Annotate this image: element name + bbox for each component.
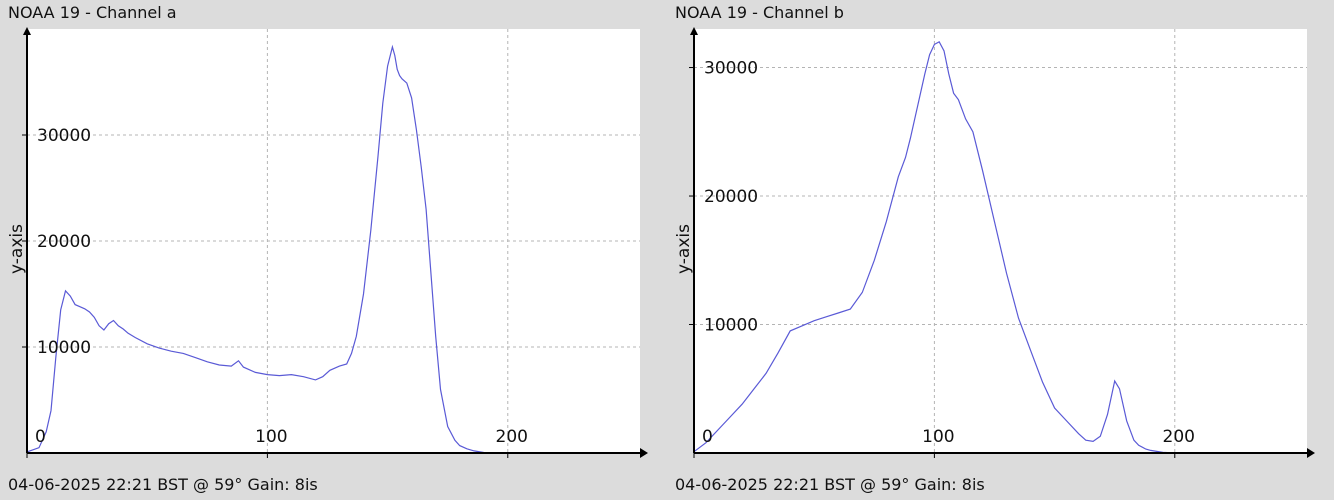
x-tick-label: 200 — [496, 427, 528, 447]
y-tick-label: 20000 — [704, 187, 758, 207]
line-chart-b: 0 100 200 10000 20000 30000 y-axis — [674, 27, 1315, 458]
x-tick-label: 100 — [922, 427, 954, 447]
y-axis-label: y-axis — [7, 224, 27, 274]
y-tick-label: 30000 — [704, 59, 758, 79]
x-tick-label: 100 — [255, 427, 287, 447]
y-axis-label: y-axis — [674, 224, 694, 274]
x-tick-label: 0 — [702, 427, 713, 447]
y-tick-label: 10000 — [704, 316, 758, 336]
chart-title: NOAA 19 - Channel b — [675, 3, 844, 22]
x-axis-arrow — [640, 448, 648, 458]
x-tick-label: 0 — [35, 427, 46, 447]
chart-panel-a: NOAA 19 - Channel a 0 100 200 10000 20000 300… — [7, 3, 648, 494]
chart-panel-b: NOAA 19 - Channel b 0 100 200 10000 20000 300… — [667, 0, 1334, 500]
x-tick-label: 200 — [1163, 427, 1195, 447]
x-axis-arrow — [1307, 448, 1315, 458]
chart-title: NOAA 19 - Channel a — [8, 3, 177, 22]
line-chart-a: 0 100 200 10000 20000 30000 y-axis — [7, 27, 648, 458]
plot-area — [694, 29, 1307, 453]
y-tick-label: 20000 — [37, 232, 91, 252]
y-axis-arrow — [23, 27, 31, 35]
y-tick-label: 30000 — [37, 126, 91, 146]
y-tick-label: 10000 — [37, 338, 91, 358]
y-axis-arrow — [690, 27, 698, 35]
timestamp-footer: 04-06-2025 22:21 BST @ 59° Gain: 8is — [8, 475, 318, 494]
timestamp-footer: 04-06-2025 22:21 BST @ 59° Gain: 8is — [675, 475, 985, 494]
series-line — [26, 44, 484, 454]
series-line — [693, 40, 1175, 454]
